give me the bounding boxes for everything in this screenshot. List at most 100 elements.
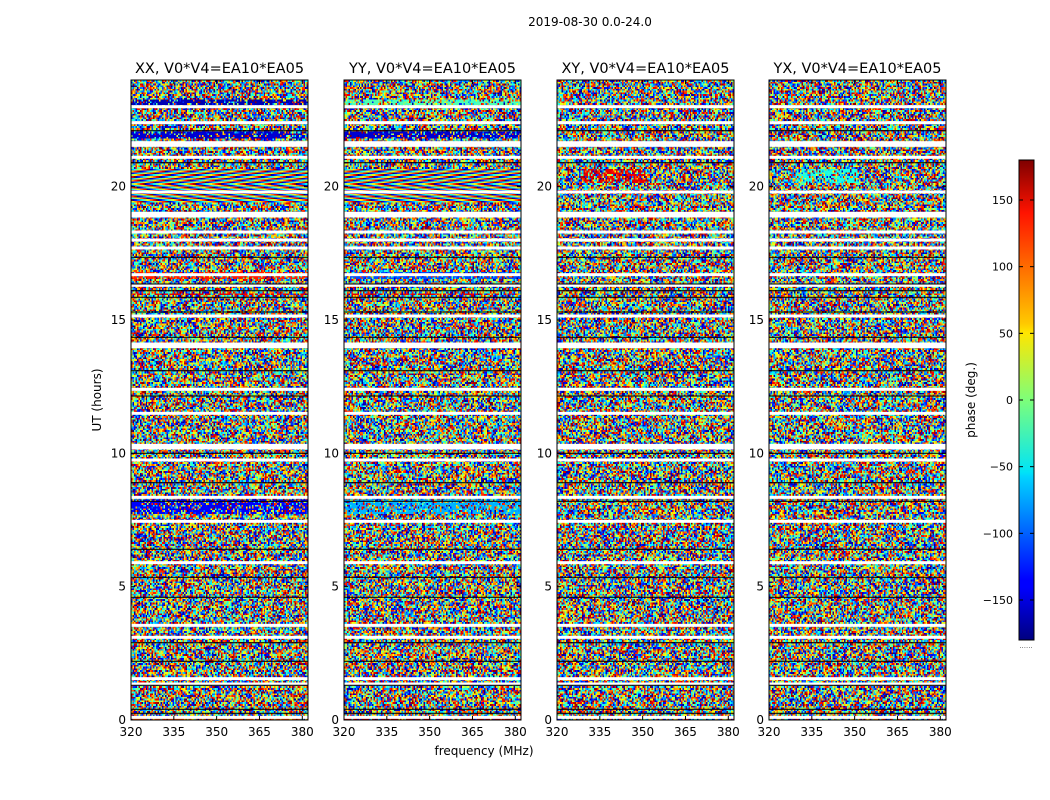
dark-row (344, 712, 521, 714)
flagged-row (557, 246, 734, 250)
dark-row (769, 256, 946, 258)
flagged-row (769, 121, 946, 125)
flagged-row (131, 246, 308, 250)
flagged-row (344, 155, 521, 159)
flagged-row (769, 519, 946, 523)
flagged-row (344, 214, 521, 218)
flagged-row (344, 411, 521, 415)
flagged-row (769, 238, 946, 242)
flagged-row (131, 446, 308, 450)
flagged-row (557, 105, 734, 109)
x-tick-label: 380 (929, 725, 952, 739)
dark-row (769, 500, 946, 502)
dark-row (769, 452, 946, 454)
dark-row (344, 452, 521, 454)
flagged-row (769, 411, 946, 415)
dark-row (557, 482, 734, 484)
dark-row (557, 283, 734, 285)
x-tick-label: 350 (631, 725, 654, 739)
y-tick-label: 20 (749, 180, 764, 194)
flagged-row (557, 715, 734, 719)
dark-row (131, 708, 308, 710)
y-tick-label: 15 (537, 313, 552, 327)
flagged-row (344, 623, 521, 627)
flagged-row (769, 283, 946, 287)
flagged-row (557, 345, 734, 349)
flagged-row (344, 143, 521, 147)
flagged-row (131, 121, 308, 125)
dark-row (557, 548, 734, 550)
colorbar-tick-label: 50 (999, 327, 1013, 340)
panel-title: YY, V0*V4=EA10*EA05 (348, 61, 516, 77)
flagged-row (131, 677, 308, 681)
flagged-row (344, 230, 521, 234)
panel-xx: XX, V0*V4=EA10*EA05 320 335 350 365 380 0 5 10 15… (111, 61, 314, 739)
x-tick-label: 320 (120, 725, 143, 739)
dark-row (557, 712, 734, 714)
flagged-row (769, 345, 946, 349)
flagged-row (557, 446, 734, 450)
flagged-row (344, 345, 521, 349)
dark-row (344, 311, 521, 313)
flagged-row (344, 238, 521, 242)
dark-row (557, 256, 734, 258)
y-tick-label: 15 (324, 313, 339, 327)
heatmap-panels: XX, V0*V4=EA10*EA05 320 335 350 365 380 0 5 10 15… (111, 61, 952, 739)
y-tick-label: 20 (537, 180, 552, 194)
flagged-row (557, 458, 734, 462)
panel-xy: XY, V0*V4=EA10*EA05 320 335 350 365 380 0 5 10 15… (537, 61, 740, 739)
y-tick-label: 10 (324, 446, 339, 460)
flagged-row (557, 682, 734, 686)
dark-row (344, 660, 521, 662)
dark-row (769, 283, 946, 285)
dark-row (131, 256, 308, 258)
flagged-row (769, 677, 946, 681)
dark-row (769, 684, 946, 686)
flagged-row (557, 283, 734, 287)
dark-row (769, 708, 946, 710)
flagged-row (131, 143, 308, 147)
flagged-row (344, 682, 521, 686)
dark-row (769, 660, 946, 662)
dark-row (344, 708, 521, 710)
flagged-row (769, 211, 946, 215)
flagged-row (131, 342, 308, 346)
flagged-row (344, 141, 521, 145)
flagged-row (131, 105, 308, 109)
flagged-row (344, 211, 521, 215)
dark-row (131, 296, 308, 298)
x-tick-label: 320 (546, 725, 569, 739)
flagged-row (769, 443, 946, 447)
panel-frame (556, 79, 735, 721)
flagged-row (131, 211, 308, 215)
colorbar-tick-label: −50 (990, 461, 1013, 474)
x-tick-label: 365 (248, 725, 271, 739)
flagged-row (557, 230, 734, 234)
dark-row (344, 130, 521, 132)
flagged-row (769, 561, 946, 565)
flagged-row (131, 314, 308, 318)
dark-row (131, 660, 308, 662)
panel-title: XX, V0*V4=EA10*EA05 (135, 61, 304, 77)
dark-row (769, 395, 946, 397)
dark-row (131, 684, 308, 686)
x-axis-label: frequency (MHz) (434, 744, 533, 758)
dark-row (769, 712, 946, 714)
flagged-row (557, 561, 734, 565)
dark-row (344, 500, 521, 502)
flagged-row (131, 635, 308, 639)
flagged-row (131, 561, 308, 565)
flagged-row (769, 623, 946, 627)
dark-row (769, 596, 946, 598)
flagged-row (769, 387, 946, 391)
dark-row (131, 596, 308, 598)
dark-row (344, 283, 521, 285)
y-tick-label: 0 (118, 713, 126, 727)
y-tick-label: 5 (544, 580, 552, 594)
dark-row (131, 290, 308, 292)
flagged-row (557, 623, 734, 627)
dark-row (557, 642, 734, 644)
flagged-row (131, 230, 308, 234)
flagged-row (557, 211, 734, 215)
dark-row (557, 708, 734, 710)
